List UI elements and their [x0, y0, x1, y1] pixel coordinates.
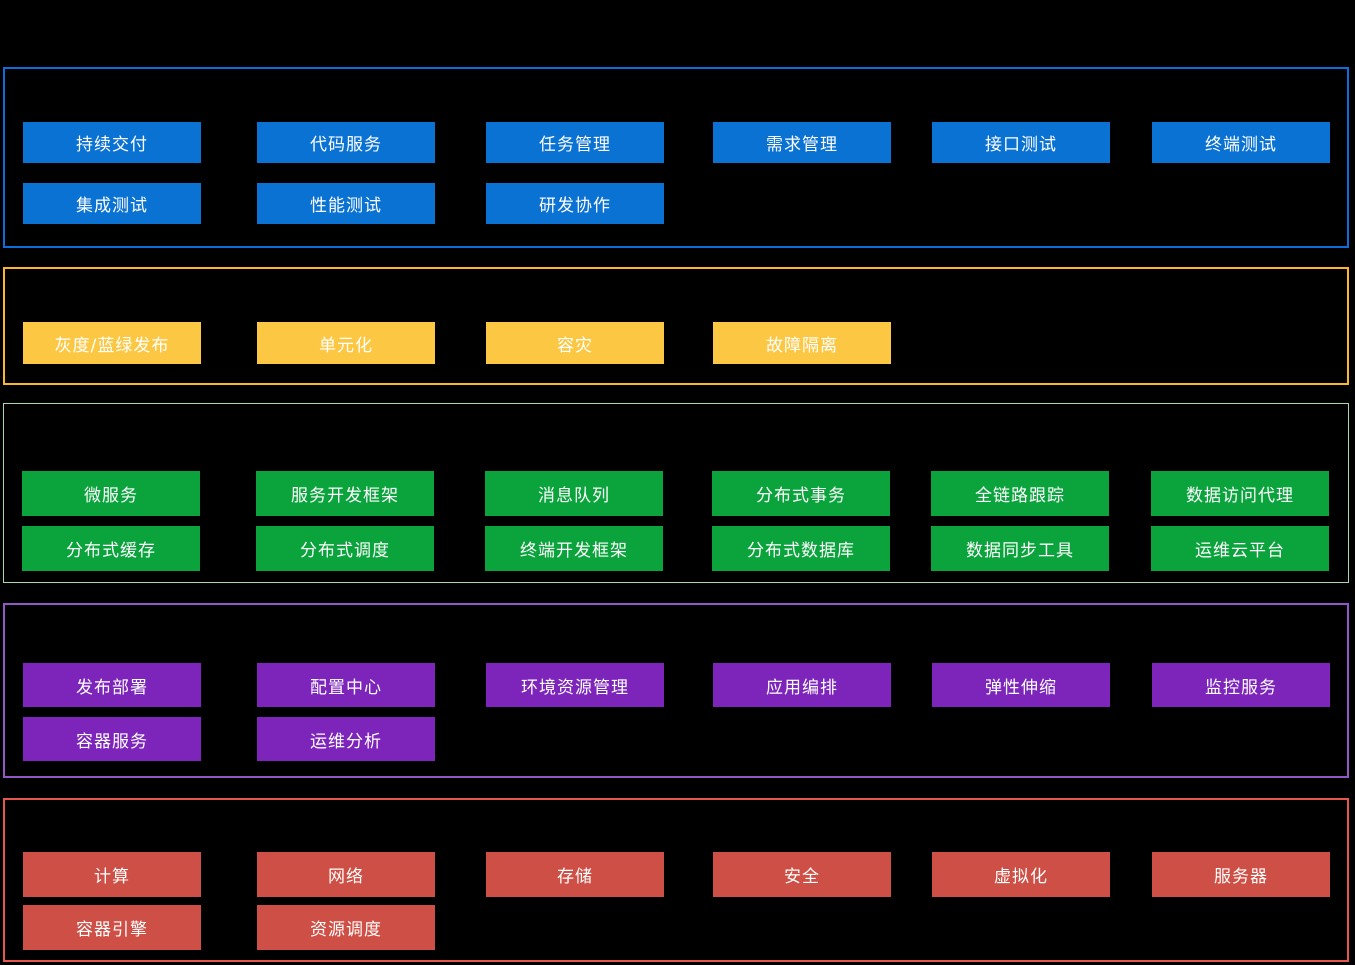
capability-box: 计算	[23, 852, 201, 897]
capability-box: 需求管理	[713, 122, 891, 163]
capability-box: 虚拟化	[932, 852, 1110, 897]
capability-box: 数据访问代理	[1151, 471, 1329, 516]
section-infrastructure: 计算 网络 存储 安全 虚拟化 服务器容器引擎 资源调度	[3, 798, 1349, 962]
capability-box: 性能测试	[257, 183, 435, 224]
capability-box: 服务开发框架	[256, 471, 434, 516]
capability-box: 容灾	[486, 322, 664, 364]
capability-box: 容器引擎	[23, 905, 201, 950]
capability-box: 单元化	[257, 322, 435, 364]
capability-box: 容器服务	[23, 717, 201, 761]
capability-box: 网络	[257, 852, 435, 897]
capability-box: 配置中心	[257, 663, 435, 707]
capability-box: 运维云平台	[1151, 526, 1329, 571]
capability-box: 资源调度	[257, 905, 435, 950]
capability-box: 数据同步工具	[931, 526, 1109, 571]
capability-box: 终端开发框架	[485, 526, 663, 571]
capability-box: 全链路跟踪	[931, 471, 1109, 516]
section-distributed-middleware: 微服务 服务开发框架 消息队列 分布式事务 全链路跟踪 数据访问代理分布式缓存 分布式调度 终…	[3, 403, 1349, 583]
capability-box: 环境资源管理	[486, 663, 664, 707]
section-devops-toolchain: 持续交付 代码服务 任务管理 需求管理 接口测试 终端测试集成测试 性能测试 研发协作	[3, 67, 1349, 248]
capability-box: 分布式事务	[712, 471, 890, 516]
capability-box: 安全	[713, 852, 891, 897]
capability-box: 消息队列	[485, 471, 663, 516]
capability-box: 发布部署	[23, 663, 201, 707]
capability-box: 微服务	[22, 471, 200, 516]
capability-box: 运维分析	[257, 717, 435, 761]
section-high-availability: 灰度/蓝绿发布 单元化 容灾 故障隔离	[3, 267, 1349, 385]
capability-box: 监控服务	[1152, 663, 1330, 707]
capability-box: 存储	[486, 852, 664, 897]
capability-box: 灰度/蓝绿发布	[23, 322, 201, 364]
capability-box: 任务管理	[486, 122, 664, 163]
capability-box: 集成测试	[23, 183, 201, 224]
capability-box: 故障隔离	[713, 322, 891, 364]
capability-box: 接口测试	[932, 122, 1110, 163]
capability-box: 代码服务	[257, 122, 435, 163]
capability-box: 应用编排	[713, 663, 891, 707]
capability-box: 持续交付	[23, 122, 201, 163]
capability-box: 分布式数据库	[712, 526, 890, 571]
capability-box: 服务器	[1152, 852, 1330, 897]
capability-box: 研发协作	[486, 183, 664, 224]
capability-box: 分布式缓存	[22, 526, 200, 571]
capability-box: 弹性伸缩	[932, 663, 1110, 707]
capability-box: 分布式调度	[256, 526, 434, 571]
capability-box: 终端测试	[1152, 122, 1330, 163]
section-ops-platform: 发布部署 配置中心 环境资源管理 应用编排 弹性伸缩 监控服务容器服务 运维分析	[3, 603, 1349, 778]
